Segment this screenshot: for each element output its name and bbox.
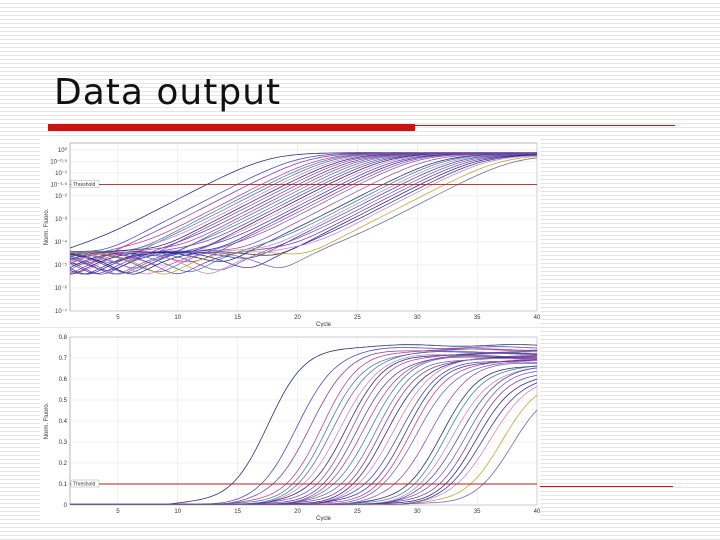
y-tick-label: 10⁻⁵ bbox=[55, 262, 68, 269]
y-tick-label: 10⁻⁷ bbox=[55, 308, 67, 315]
y-tick-label: 0.2 bbox=[59, 461, 68, 467]
threshold-label: Threshold bbox=[73, 182, 95, 188]
y-tick-label: 10⁻⁴ bbox=[55, 239, 68, 246]
x-tick-label: 15 bbox=[234, 509, 241, 515]
x-tick-label: 30 bbox=[414, 315, 421, 321]
x-tick-label: 10 bbox=[174, 315, 181, 321]
x-tick-label: 25 bbox=[354, 509, 361, 515]
series-line bbox=[70, 153, 537, 275]
y-tick-label: 10⁻² bbox=[55, 194, 67, 200]
x-axis-label: Cycle bbox=[316, 322, 332, 327]
log-plot-svg: 5 10 15 20 25 30 35 40 10⁰ 10⁻⁰·⁵ 10⁻¹ 10⁻¹·⁵ 10⁻² 10… bbox=[44, 142, 540, 327]
slide-title: Data output bbox=[54, 72, 282, 113]
threshold-label-box bbox=[70, 180, 100, 188]
series-line bbox=[70, 155, 537, 274]
y-tick-label: 0.5 bbox=[59, 398, 68, 404]
y-tick-label: 0.3 bbox=[59, 440, 68, 446]
series-line bbox=[70, 153, 537, 273]
linear-plot-svg: 5 10 15 20 25 30 35 40 0 0.1 0.2 0.3 0.4 0.5 0.6 0.7 0.8… bbox=[44, 335, 540, 521]
y-tick-label: 0 bbox=[64, 503, 68, 509]
series-line bbox=[70, 409, 537, 505]
series-line bbox=[70, 156, 537, 275]
bottom-accent-line bbox=[540, 486, 673, 487]
y-tick-label: 0.7 bbox=[59, 356, 68, 362]
title-underline-thin bbox=[415, 125, 675, 126]
x-tick-label: 20 bbox=[294, 315, 301, 321]
x-tick-label: 35 bbox=[474, 509, 481, 515]
x-tick-label: 40 bbox=[534, 509, 540, 515]
y-tick-label: 10⁻³ bbox=[55, 217, 67, 223]
x-tick-label: 5 bbox=[116, 509, 120, 515]
series-line bbox=[70, 153, 537, 275]
threshold-label-box bbox=[70, 479, 100, 488]
series-line bbox=[70, 153, 537, 275]
x-tick-label: 35 bbox=[474, 315, 481, 321]
y-axis-label: Norm. Fluoro. bbox=[44, 402, 50, 439]
y-tick-label: 0.6 bbox=[59, 377, 68, 383]
y-tick-label: 0.8 bbox=[59, 335, 68, 341]
y-tick-label: 10⁻¹·⁵ bbox=[51, 181, 68, 188]
y-tick-label: 0.4 bbox=[59, 419, 68, 425]
series-line bbox=[70, 153, 537, 273]
series-group bbox=[70, 152, 537, 275]
y-tick-label: 10⁻¹ bbox=[55, 171, 67, 177]
x-tick-label: 30 bbox=[414, 509, 421, 515]
title-underline-thick bbox=[48, 124, 415, 131]
linear-amplification-plot: 5 10 15 20 25 30 35 40 0 0.1 0.2 0.3 0.4 0.5 0.6 0.7 0.8… bbox=[40, 331, 540, 521]
series-line bbox=[70, 157, 537, 275]
log-amplification-plot: 5 10 15 20 25 30 35 40 10⁰ 10⁻⁰·⁵ 10⁻¹ 10⁻¹·⁵ 10⁻² 10… bbox=[40, 137, 540, 327]
threshold-label: Threshold bbox=[73, 482, 95, 488]
y-tick-label: 0.1 bbox=[59, 482, 68, 488]
y-axis-label: Norm. Fluoro. bbox=[44, 208, 50, 245]
x-tick-label: 10 bbox=[174, 509, 181, 515]
x-tick-label: 20 bbox=[294, 509, 301, 515]
x-tick-label: 40 bbox=[534, 315, 540, 321]
plot-frame bbox=[69, 142, 538, 312]
y-tick-label: 10⁻⁰·⁵ bbox=[50, 158, 67, 165]
x-tick-label: 5 bbox=[116, 315, 120, 321]
x-tick-label: 25 bbox=[354, 315, 361, 321]
y-tick-label: 10⁰ bbox=[58, 147, 68, 154]
x-tick-label: 15 bbox=[234, 315, 241, 321]
y-tick-label: 10⁻⁶ bbox=[55, 285, 68, 292]
series-group bbox=[70, 344, 537, 505]
series-line bbox=[70, 154, 537, 271]
x-axis-label: Cycle bbox=[316, 516, 332, 521]
